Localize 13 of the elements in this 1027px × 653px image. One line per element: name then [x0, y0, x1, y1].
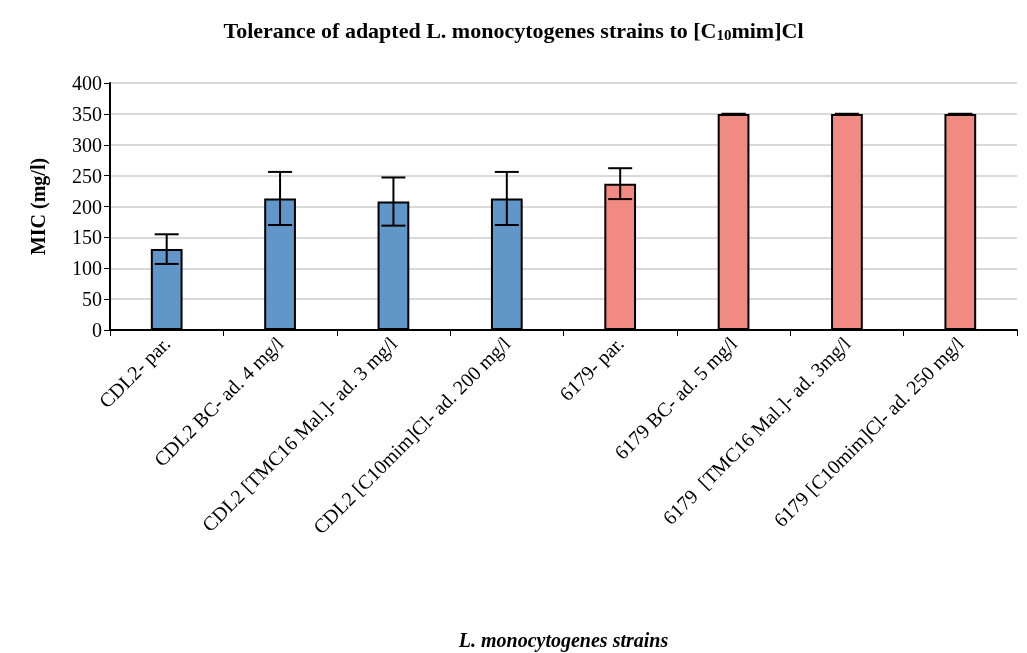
y-tick-label: 250	[72, 164, 102, 187]
y-tick-label: 100	[72, 257, 102, 280]
chart-title: Tolerance of adapted L. monocytogenes strains to [C10mim]Cl	[223, 18, 804, 43]
y-tick-label: 50	[82, 288, 102, 311]
y-tick-label: 350	[72, 102, 102, 125]
y-axis-title: MIC (mg/l)	[27, 157, 50, 256]
y-tick-label: 0	[92, 319, 102, 341]
y-tick-label: 400	[72, 72, 102, 94]
y-tick-label: 150	[72, 226, 102, 249]
x-tick-label: 6179- par.	[555, 332, 629, 406]
y-tick-label: 200	[72, 195, 102, 218]
y-tick-label: 300	[72, 133, 102, 156]
x-axis-title: L. monocytogenes strains	[457, 629, 669, 652]
